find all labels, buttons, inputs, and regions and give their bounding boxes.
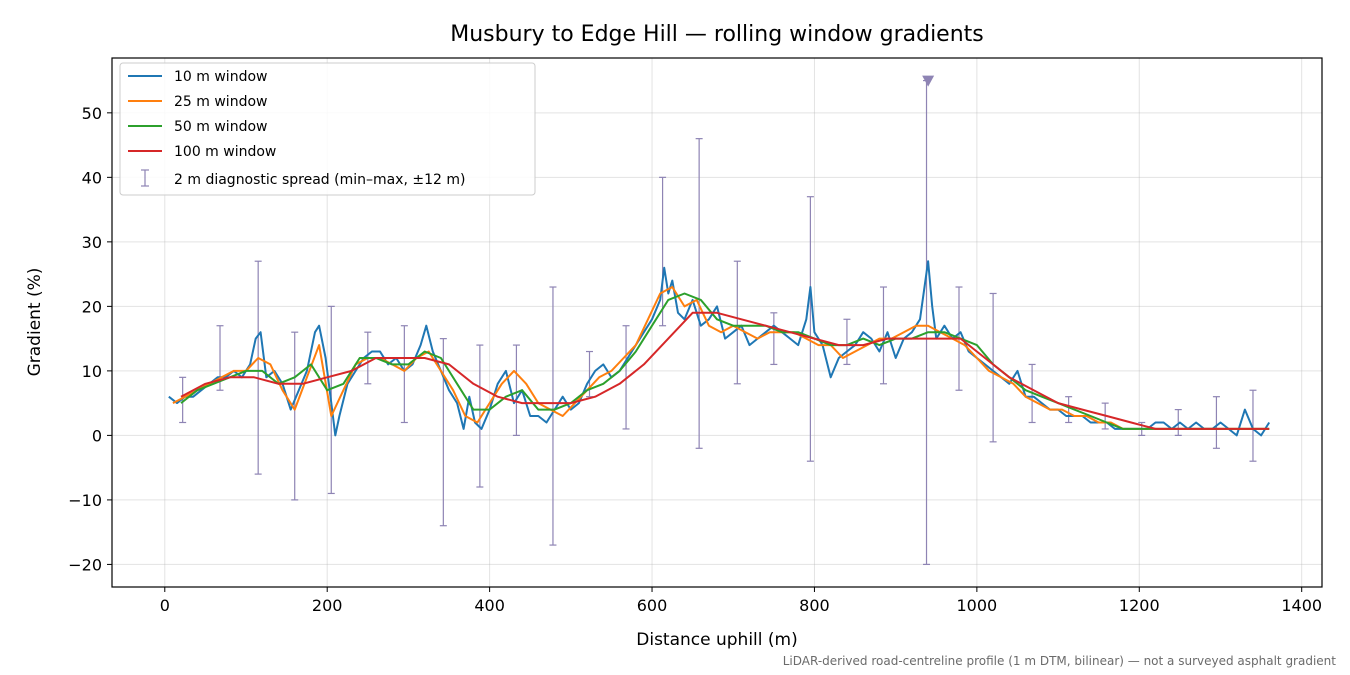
legend-label-errorbar: 2 m diagnostic spread (min–max, ±12 m) <box>174 172 465 188</box>
error-bar <box>1212 396 1220 449</box>
error-bar <box>1249 389 1257 462</box>
x-tick-label: 1400 <box>1281 596 1322 615</box>
x-tick-label: 600 <box>637 596 668 615</box>
error-bar <box>476 344 484 488</box>
legend-swatch-errorbar <box>141 169 149 187</box>
error-bar <box>1065 396 1073 424</box>
y-tick-label: 10 <box>82 362 102 381</box>
error-bar <box>733 260 741 385</box>
error-bar <box>770 312 778 366</box>
x-tick-label: 200 <box>312 596 343 615</box>
legend-label-10m: 10 m window <box>174 69 267 85</box>
chart-title: Musbury to Edge Hill — rolling window gr… <box>450 22 984 47</box>
x-tick-label: 800 <box>799 596 830 615</box>
plot-frame <box>111 57 1323 588</box>
error-bar <box>549 286 557 546</box>
legend-box <box>119 62 536 196</box>
legend-label-50m: 50 m window <box>174 119 267 135</box>
x-tick-label: 1200 <box>1119 596 1160 615</box>
series-line <box>180 311 1270 430</box>
error-bar <box>439 338 447 527</box>
clipped-max-marker <box>922 75 935 87</box>
data-series <box>168 260 1271 437</box>
axis-ticks: 0 200 400 600 800 1000 1200 1400 −20 −10 0 10 20 30 40… <box>68 104 1322 615</box>
error-bar <box>512 344 520 436</box>
error-bar <box>400 325 408 424</box>
error-bar <box>254 260 262 475</box>
x-axis-label: Distance uphill (m) <box>636 630 797 650</box>
error-bar <box>659 176 667 327</box>
y-axis-label: Gradient (%) <box>25 268 45 377</box>
error-bar <box>806 196 814 462</box>
legend: 10 m window 25 m window 50 m window 100 … <box>119 62 536 196</box>
y-tick-label: 30 <box>82 233 102 252</box>
y-tick-label: 40 <box>82 168 102 187</box>
error-bar <box>1174 408 1182 436</box>
y-tick-label: 20 <box>82 297 102 316</box>
error-bars <box>179 75 1257 566</box>
error-bar <box>179 376 187 424</box>
error-bar <box>879 286 887 385</box>
error-bar <box>989 292 997 443</box>
chart-caption: LiDAR-derived road-centreline profile (1… <box>783 654 1337 668</box>
x-tick-label: 1000 <box>957 596 998 615</box>
x-tick-label: 0 <box>160 596 170 615</box>
y-tick-label: 50 <box>82 104 102 123</box>
legend-label-25m: 25 m window <box>174 94 267 110</box>
series-line <box>180 292 1270 430</box>
error-bar <box>695 138 703 449</box>
y-tick-label: −20 <box>68 555 102 574</box>
error-bar <box>622 325 630 430</box>
x-tick-label: 400 <box>474 596 505 615</box>
error-bar <box>291 331 299 501</box>
legend-label-100m: 100 m window <box>174 144 276 160</box>
y-tick-label: −10 <box>68 491 102 510</box>
y-tick-label: 0 <box>92 426 102 445</box>
